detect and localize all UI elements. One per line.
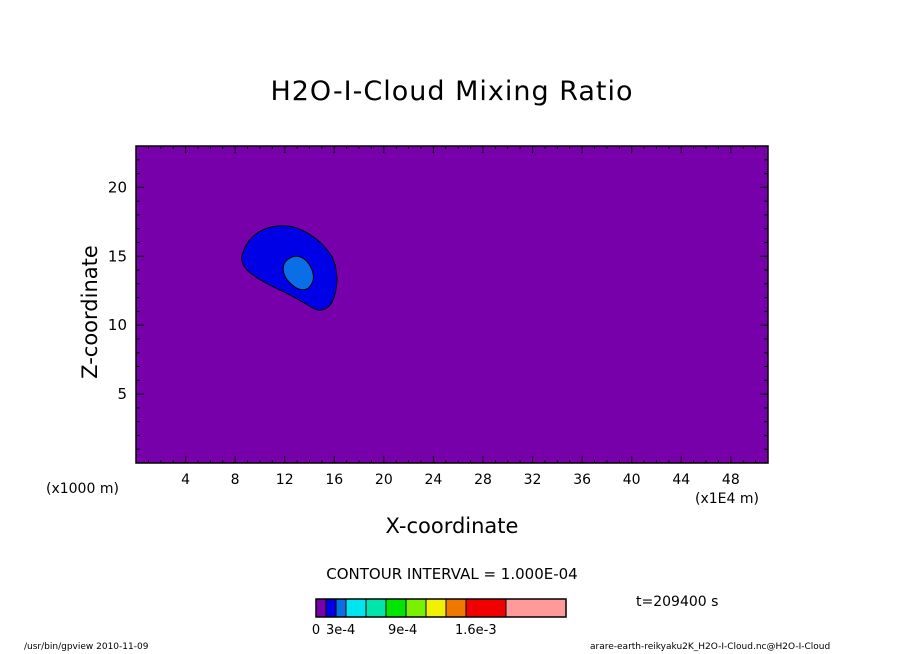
colorbar-segment	[505, 598, 567, 618]
x-axis: 4 8 12 16 20 24 28 32 36 40 44 48	[147, 146, 757, 488]
y-tick-label: 5	[117, 385, 127, 403]
x-tick-label: 32	[524, 472, 542, 488]
x-tick-label: 36	[573, 472, 591, 488]
colorbar-label: 1.6e-3	[455, 623, 497, 638]
colorbar-segment	[345, 598, 367, 618]
y-axis: 5 10 15 20	[108, 159, 768, 450]
colorbar-frame	[315, 598, 567, 618]
x-unit-left: (x1000 m)	[46, 481, 119, 497]
x-axis-label: X-coordinate	[0, 514, 904, 538]
chart-title: H2O-I-Cloud Mixing Ratio	[270, 76, 634, 107]
colorbar-segment	[425, 598, 447, 618]
colorbar-segment	[315, 598, 327, 618]
x-tick-label: 20	[375, 472, 393, 488]
colorbar-segment	[465, 598, 507, 618]
x-tick-label: 16	[325, 472, 343, 488]
colorbar-label: 0	[312, 623, 320, 638]
colorbar-segment	[325, 598, 337, 618]
footer-source: arare-earth-reikyaku2K_H2O-I-Cloud.nc@H2…	[590, 642, 831, 652]
x-unit-right: (x1E4 m)	[695, 491, 759, 507]
contour-layer	[241, 225, 338, 311]
x-axis-label-text: X-coordinate	[385, 514, 519, 538]
contour-interval-text: CONTOUR INTERVAL = 1.000E-04	[326, 565, 578, 583]
x-tick-label: 8	[231, 472, 240, 488]
y-tick-label: 15	[108, 247, 127, 265]
x-tick-label: 4	[181, 472, 190, 488]
x-tick-label: 24	[424, 472, 442, 488]
y-axis-label: Z-coordinate	[78, 245, 102, 379]
footer-program: /usr/bin/gpview 2010-11-09	[24, 642, 149, 652]
colorbar-segment	[335, 598, 347, 618]
colorbar-segment	[405, 598, 427, 618]
x-tick-label: 28	[474, 472, 492, 488]
colorbar-label: 3e-4	[326, 623, 355, 638]
x-tick-label: 48	[722, 472, 740, 488]
time-stamp: t=209400 s	[636, 594, 719, 610]
contour-region-2	[282, 255, 314, 291]
colorbar-segment	[365, 598, 387, 618]
colorbar-segment	[385, 598, 407, 618]
x-tick-label: 40	[623, 472, 641, 488]
plot-frame	[135, 145, 769, 464]
x-tick-label: 12	[276, 472, 294, 488]
y-tick-label: 20	[108, 178, 127, 196]
y-tick-label: 10	[108, 316, 127, 334]
colorbar-label: 9e-4	[388, 623, 417, 638]
colorbar: 0 3e-4 9e-4 1.6e-3	[312, 598, 567, 638]
colorbar-segment	[445, 598, 467, 618]
plot-area	[136, 146, 768, 463]
x-tick-label: 44	[672, 472, 690, 488]
contour-interval: CONTOUR INTERVAL = 1.000E-04	[0, 565, 904, 583]
